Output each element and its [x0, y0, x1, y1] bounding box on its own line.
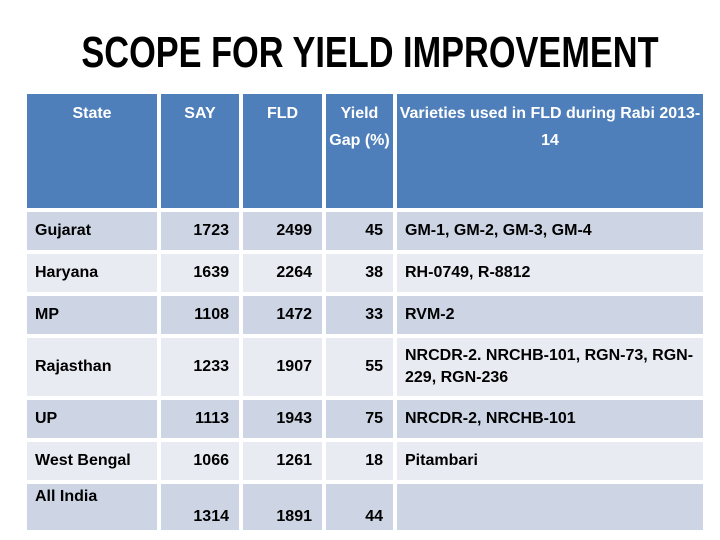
- cell-varieties: NRCDR-2, NRCHB-101: [397, 400, 703, 438]
- cell-yield-gap: 45: [326, 212, 393, 250]
- cell-fld: 2499: [243, 212, 322, 250]
- column-header-say: SAY: [161, 94, 239, 208]
- cell-state: Gujarat: [27, 212, 157, 250]
- cell-fld: 1261: [243, 442, 322, 480]
- slide-title: SCOPE FOR YIELD IMPROVEMENT: [0, 28, 720, 79]
- table-row-all-india: All India 1314 1891 44: [27, 484, 703, 530]
- cell-state: West Bengal: [27, 442, 157, 480]
- column-header-varieties: Varieties used in FLD during Rabi 2013-1…: [397, 94, 703, 208]
- cell-yield-gap: 33: [326, 296, 393, 334]
- yield-improvement-table: State SAY FLD Yield Gap (%) Varieties us…: [23, 90, 707, 534]
- table-row-west-bengal: West Bengal 1066 1261 18 Pitambari: [27, 442, 703, 480]
- cell-yield-gap: 44: [326, 484, 393, 530]
- cell-say: 1233: [161, 338, 239, 396]
- cell-fld: 1907: [243, 338, 322, 396]
- cell-yield-gap: 55: [326, 338, 393, 396]
- column-header-state: State: [27, 94, 157, 208]
- cell-varieties: RVM-2: [397, 296, 703, 334]
- table-row-up: UP 1113 1943 75 NRCDR-2, NRCHB-101: [27, 400, 703, 438]
- cell-varieties: [397, 484, 703, 530]
- cell-varieties: RH-0749, R-8812: [397, 254, 703, 292]
- cell-fld: 2264: [243, 254, 322, 292]
- cell-fld: 1943: [243, 400, 322, 438]
- cell-say: 1639: [161, 254, 239, 292]
- cell-state: Haryana: [27, 254, 157, 292]
- cell-state: Rajasthan: [27, 338, 157, 396]
- cell-state: All India: [27, 484, 157, 530]
- table-row-gujarat: Gujarat 1723 2499 45 GM-1, GM-2, GM-3, G…: [27, 212, 703, 250]
- cell-yield-gap: 75: [326, 400, 393, 438]
- table-header-row: State SAY FLD Yield Gap (%) Varieties us…: [27, 94, 703, 208]
- table-row-haryana: Haryana 1639 2264 38 RH-0749, R-8812: [27, 254, 703, 292]
- cell-yield-gap: 18: [326, 442, 393, 480]
- cell-state: MP: [27, 296, 157, 334]
- column-header-fld: FLD: [243, 94, 322, 208]
- cell-say: 1113: [161, 400, 239, 438]
- column-header-yield-gap: Yield Gap (%): [326, 94, 393, 208]
- table-row-rajasthan: Rajasthan 1233 1907 55 NRCDR-2. NRCHB-10…: [27, 338, 703, 396]
- cell-varieties: GM-1, GM-2, GM-3, GM-4: [397, 212, 703, 250]
- cell-varieties: Pitambari: [397, 442, 703, 480]
- cell-say: 1108: [161, 296, 239, 334]
- cell-varieties: NRCDR-2. NRCHB-101, RGN-73, RGN-229, RGN…: [397, 338, 703, 396]
- slide-title-text: SCOPE FOR YIELD IMPROVEMENT: [81, 28, 659, 77]
- table-row-mp: MP 1108 1472 33 RVM-2: [27, 296, 703, 334]
- cell-state: UP: [27, 400, 157, 438]
- cell-say: 1066: [161, 442, 239, 480]
- cell-say: 1723: [161, 212, 239, 250]
- cell-yield-gap: 38: [326, 254, 393, 292]
- cell-fld: 1472: [243, 296, 322, 334]
- cell-say: 1314: [161, 484, 239, 530]
- cell-fld: 1891: [243, 484, 322, 530]
